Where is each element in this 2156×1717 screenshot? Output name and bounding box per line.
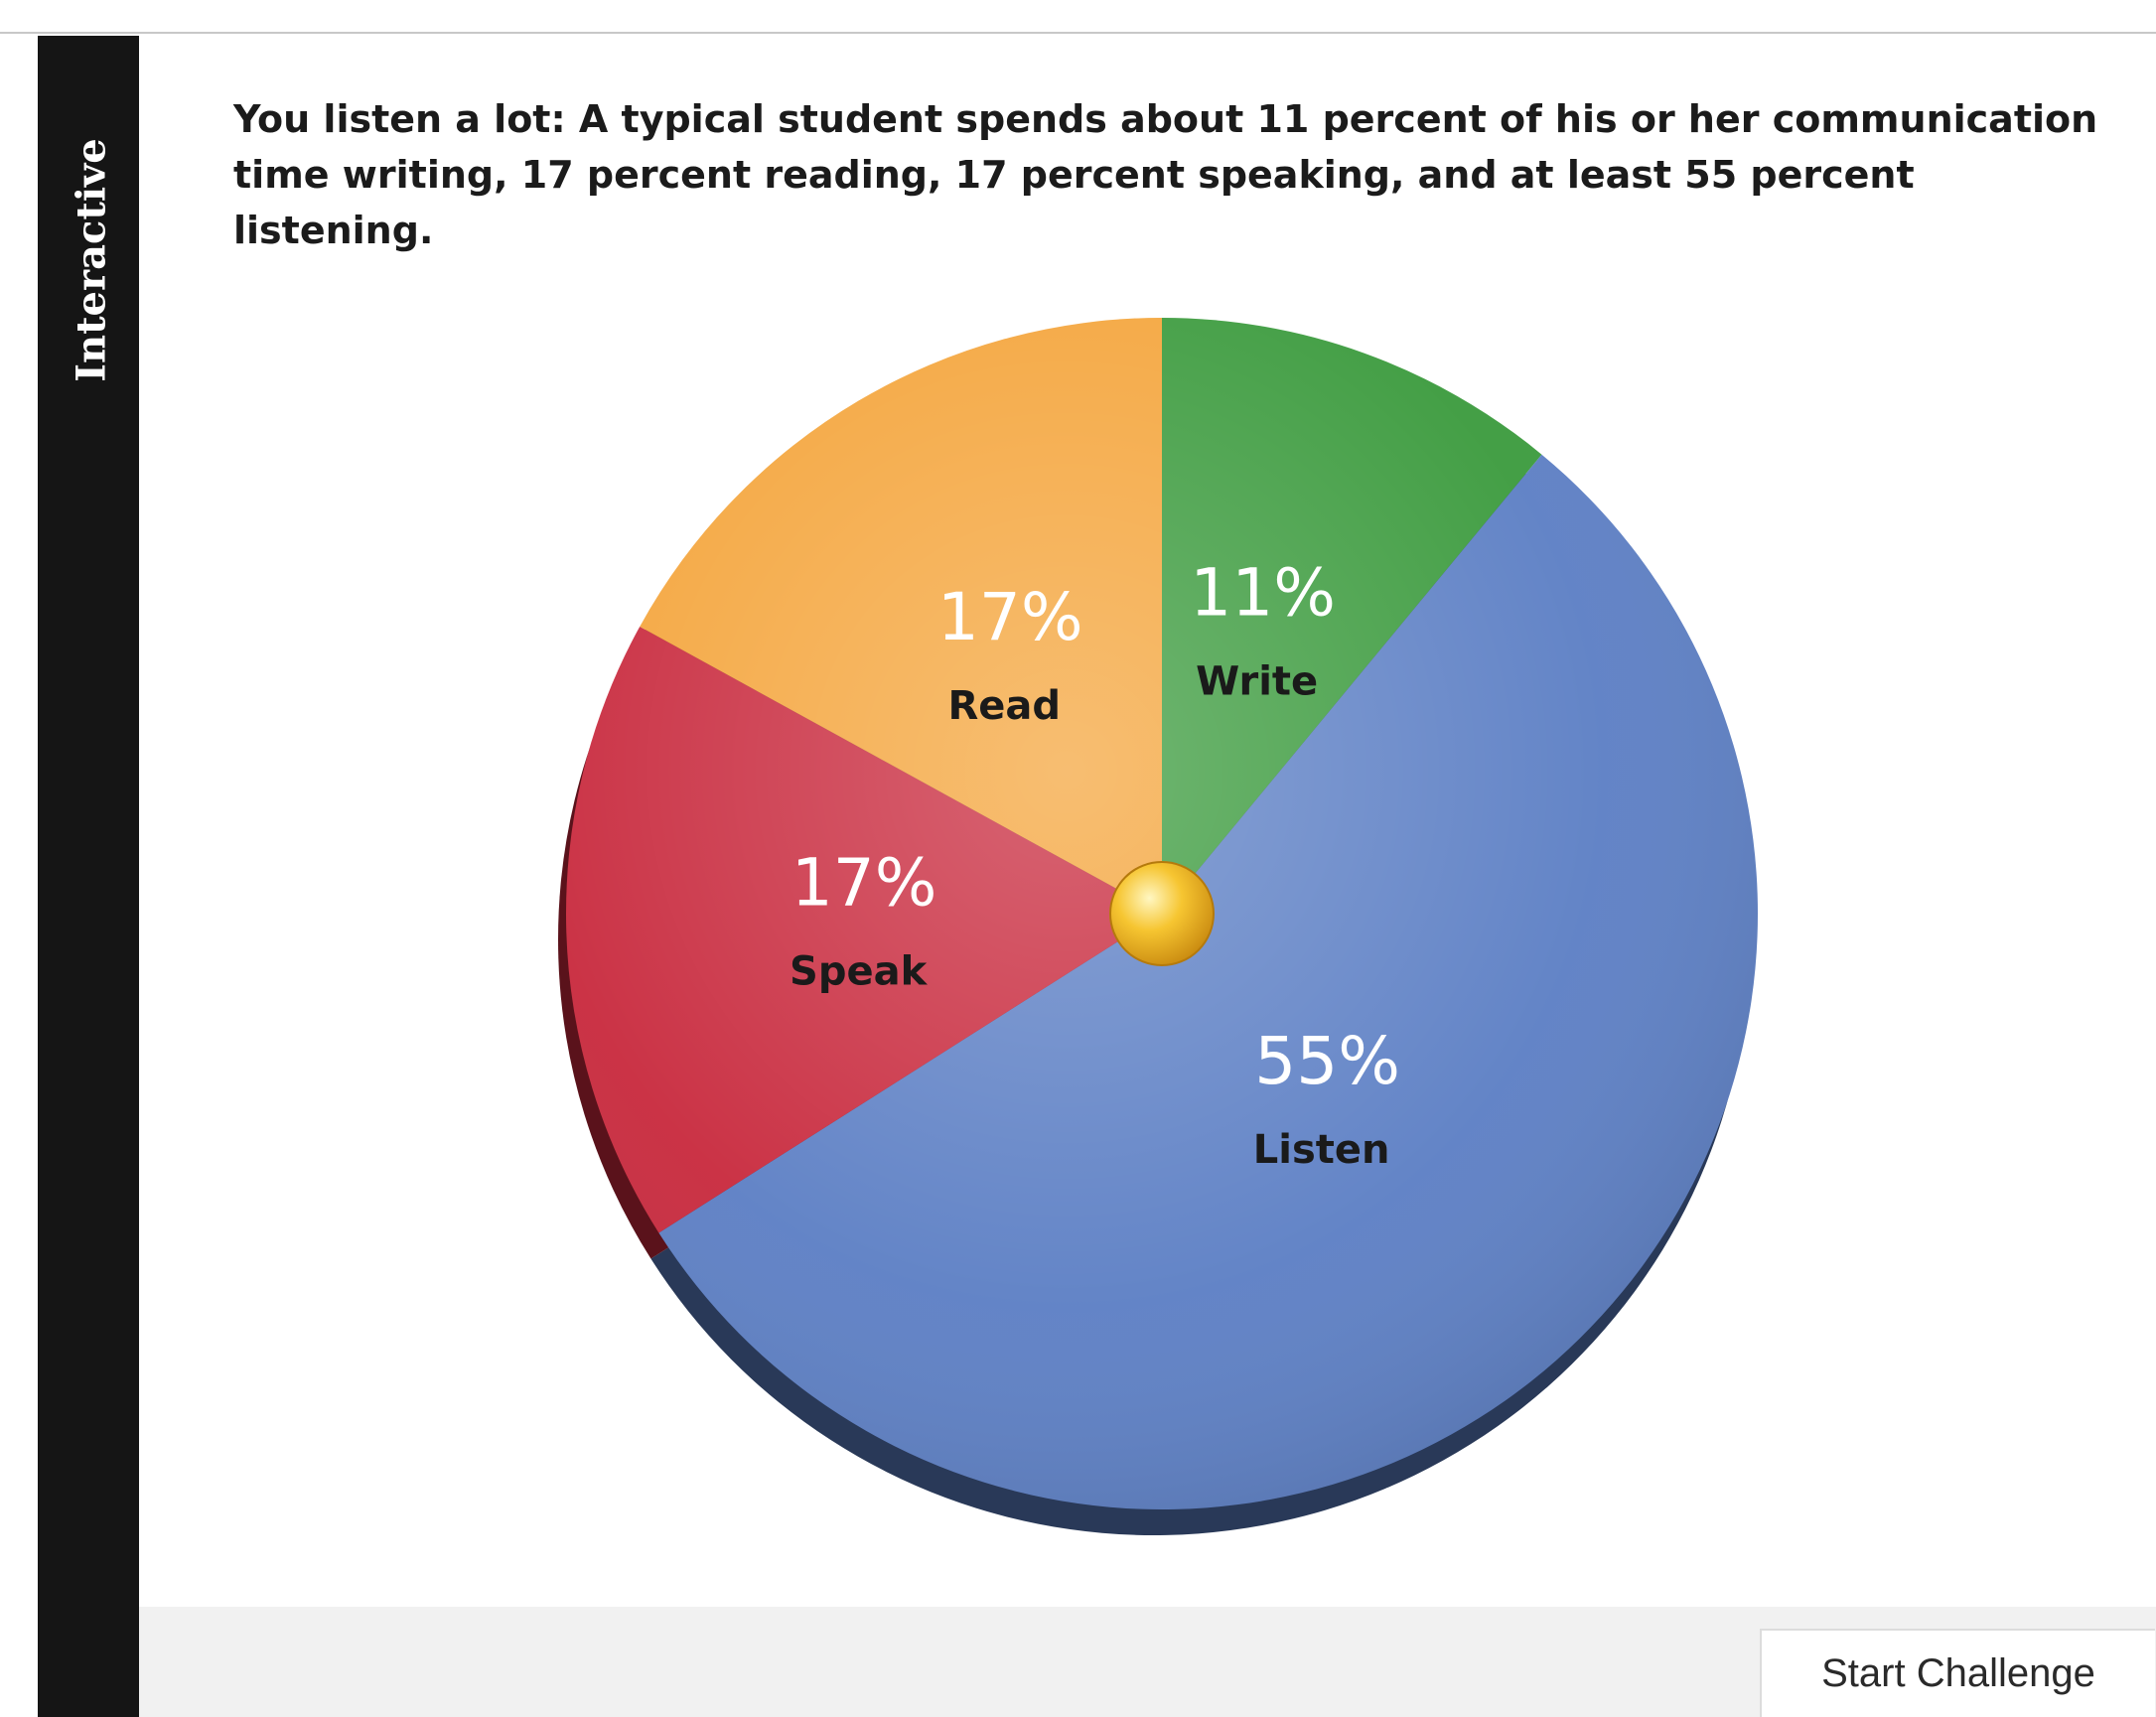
value-label-listen: 55%	[1254, 1023, 1400, 1099]
value-label-read: 17%	[937, 579, 1083, 655]
start-challenge-button[interactable]: Start Challenge	[1760, 1629, 2155, 1717]
value-label-write: 11%	[1190, 555, 1336, 632]
interactive-side-tab	[38, 36, 139, 1717]
value-label-speak: 17%	[791, 844, 937, 921]
category-label-listen: Listen	[1253, 1127, 1390, 1173]
center-knob	[1109, 861, 1215, 966]
category-label-speak: Speak	[790, 948, 929, 994]
category-label-read: Read	[948, 683, 1062, 729]
top-divider	[0, 32, 2156, 34]
pie-labels: 11% Write 55% Listen 17% Speak 17% Read	[790, 555, 1400, 1173]
category-label-write: Write	[1196, 659, 1318, 705]
figure-caption: You listen a lot: A typical student spen…	[233, 97, 2098, 252]
